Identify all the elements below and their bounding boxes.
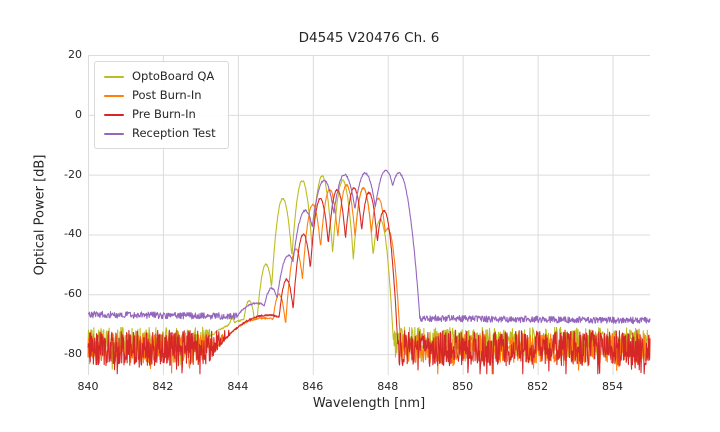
legend-label: Pre Burn-In [132, 107, 196, 121]
y-tick-label: 20 [68, 48, 82, 61]
x-tick-label: 852 [527, 380, 549, 393]
y-tick-label: -40 [64, 227, 82, 241]
x-tick-label: 844 [227, 380, 249, 393]
legend-line-swatch [104, 113, 124, 116]
y-tick-label: -80 [64, 347, 82, 361]
y-tick-label: -20 [64, 167, 82, 181]
legend-item-pre-burn-in: Pre Burn-In [104, 108, 216, 121]
legend-item-optoboard-qa: OptoBoard QA [104, 70, 216, 83]
legend-label: Post Burn-In [132, 88, 202, 102]
legend-label: Reception Test [132, 126, 216, 140]
y-tick-label: -60 [64, 287, 82, 301]
legend-item-reception-test: Reception Test [104, 127, 216, 140]
legend-label: OptoBoard QA [132, 69, 215, 83]
x-axis-label: Wavelength [nm] [312, 396, 426, 411]
x-tick-label: 840 [77, 380, 99, 393]
x-tick-label: 854 [602, 380, 624, 393]
chart-title: D4545 V20476 Ch. 6 [298, 30, 440, 46]
legend-line-swatch [104, 132, 124, 135]
legend: OptoBoard QA Post Burn-In Pre Burn-In Re… [94, 61, 229, 149]
legend-item-post-burn-in: Post Burn-In [104, 89, 216, 102]
legend-line-swatch [104, 75, 124, 78]
y-tick-label: 0 [75, 107, 82, 121]
x-tick-label: 842 [152, 380, 174, 393]
x-tick-label: 850 [452, 380, 474, 393]
x-tick-label: 846 [302, 380, 324, 393]
x-tick-label: 848 [377, 380, 399, 393]
legend-line-swatch [104, 94, 124, 97]
